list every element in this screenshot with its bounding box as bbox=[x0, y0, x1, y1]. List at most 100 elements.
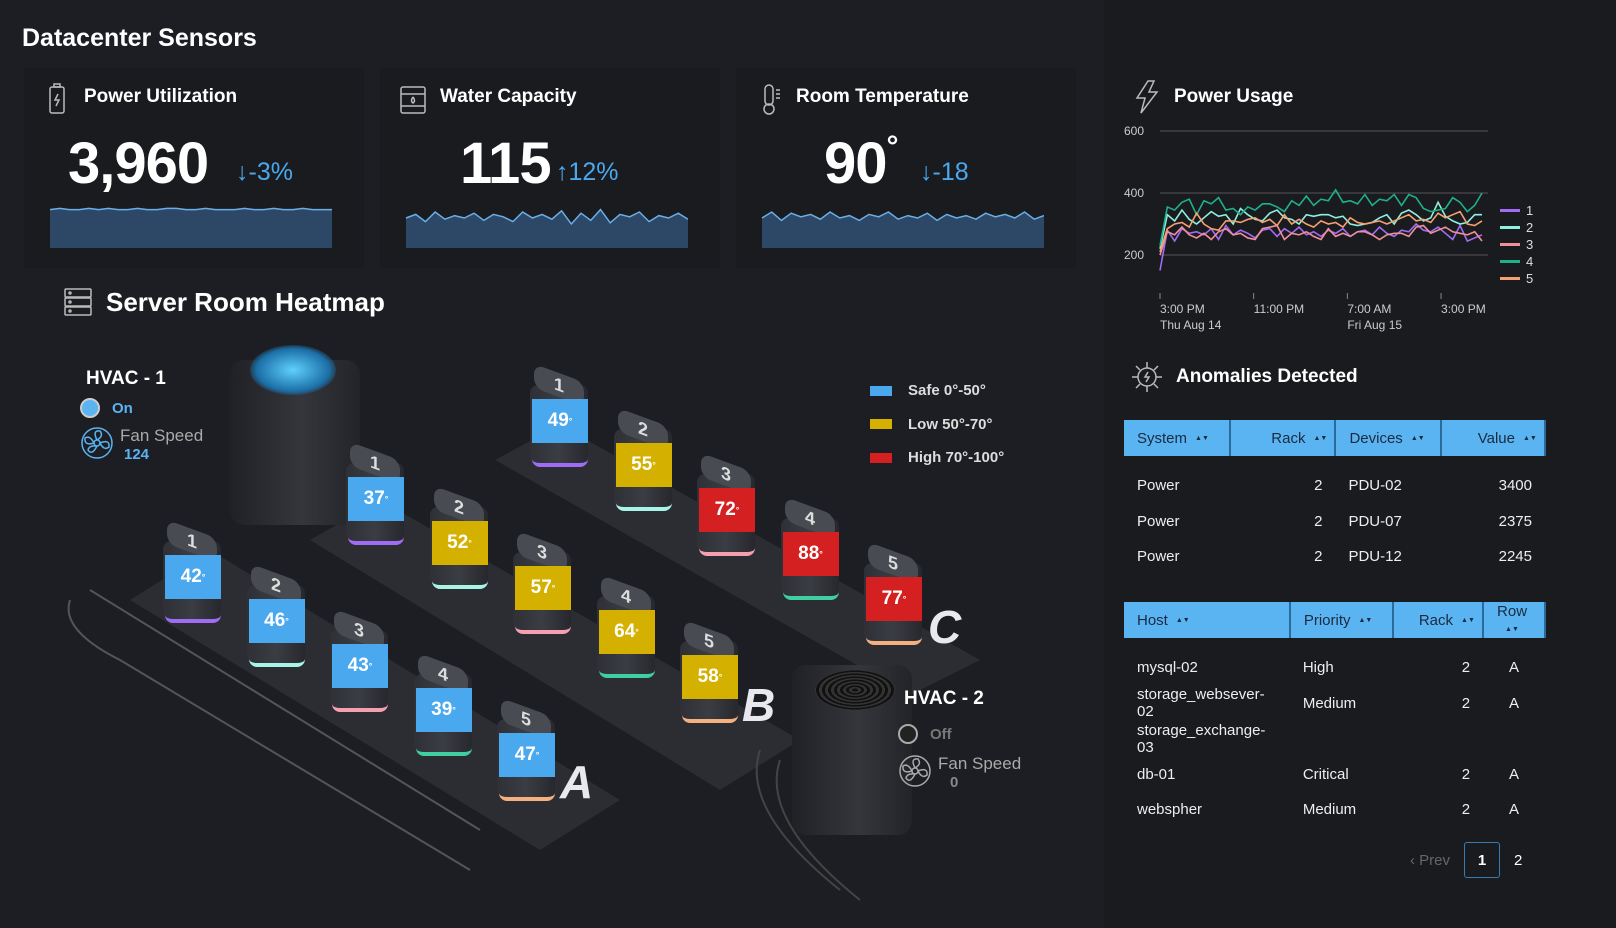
rack-glow bbox=[499, 793, 555, 801]
rack-C-5[interactable]: 5 77 ° bbox=[864, 541, 922, 646]
column-header-system[interactable]: System ▲▼ bbox=[1124, 420, 1231, 456]
sort-icon[interactable]: ▲▼ bbox=[1195, 435, 1209, 443]
rack-temp-label: 43 ° bbox=[332, 643, 388, 688]
x-tick-label: 11:00 PM bbox=[1254, 302, 1304, 316]
legend-item-1[interactable]: 1 bbox=[1500, 202, 1533, 219]
legend-item-2[interactable]: 2 bbox=[1500, 219, 1533, 236]
cell-host: storage_websever-02 bbox=[1137, 686, 1265, 721]
cell-host: webspher bbox=[1137, 801, 1203, 819]
temp-value: 42 bbox=[180, 566, 202, 587]
column-header-row[interactable]: Row ▲▼ bbox=[1483, 602, 1546, 638]
pagination: ‹ Prev 1 2 bbox=[1410, 842, 1522, 878]
table-row[interactable]: mysql-02 High 2 A bbox=[1124, 650, 1545, 686]
rack-A-3[interactable]: 3 43 ° bbox=[330, 608, 388, 713]
cell-host: db-01 bbox=[1137, 765, 1176, 783]
cell-value: 2245 bbox=[1498, 548, 1532, 566]
rack-A-1[interactable]: 1 42 ° bbox=[163, 519, 221, 624]
page-1-button[interactable]: 1 bbox=[1464, 842, 1501, 878]
cell-priority: Medium bbox=[1302, 694, 1357, 712]
cell-rack: 2 bbox=[1461, 659, 1471, 677]
kpi-card-0: Power Utilization 3,960 ↓-3% bbox=[24, 68, 364, 268]
legend-swatch bbox=[870, 385, 892, 396]
rack-C-4[interactable]: 4 88 ° bbox=[780, 497, 839, 601]
x-tick-sublabel: Fri Aug 15 bbox=[1347, 318, 1402, 332]
rack-C-2[interactable]: 2 55 ° bbox=[613, 408, 672, 512]
row-label-A: A bbox=[560, 756, 594, 808]
sparkline-line bbox=[405, 208, 688, 226]
rack-temp-label: 39 ° bbox=[415, 688, 472, 733]
rack-B-1[interactable]: 1 37 ° bbox=[346, 441, 404, 546]
sort-icon[interactable]: ▲▼ bbox=[1523, 435, 1537, 443]
cell-devices: PDU-12 bbox=[1348, 548, 1402, 566]
rack-A-4[interactable]: 4 39 ° bbox=[413, 653, 472, 757]
status-on-indicator[interactable] bbox=[80, 398, 100, 418]
y-tick-label: 400 bbox=[1124, 186, 1144, 200]
heatmap-title: Server Room Heatmap bbox=[106, 286, 385, 317]
header-label: Priority bbox=[1303, 611, 1351, 629]
rack-C-1[interactable]: 1 49 ° bbox=[530, 363, 588, 468]
sort-icon[interactable]: ▲▼ bbox=[1175, 617, 1190, 625]
prev-page-button[interactable]: ‹ Prev bbox=[1410, 851, 1451, 869]
legend-label: 1 bbox=[1526, 203, 1534, 218]
table-row[interactable]: webspher Medium 2 A bbox=[1124, 792, 1545, 828]
rack-A-5[interactable]: 5 47 ° bbox=[497, 697, 555, 802]
rack-B-3[interactable]: 3 57 ° bbox=[513, 530, 571, 635]
sort-icon[interactable]: ▲▼ bbox=[1313, 435, 1328, 443]
row-label-C: C bbox=[928, 601, 962, 653]
fan-icon bbox=[81, 427, 113, 459]
rack-glow bbox=[682, 715, 738, 723]
column-header-devices[interactable]: Devices ▲▼ bbox=[1335, 420, 1443, 456]
column-header-rack[interactable]: Rack ▲▼ bbox=[1393, 602, 1485, 638]
table-row[interactable]: Power 2 PDU-12 2245 bbox=[1124, 539, 1545, 575]
column-header-priority[interactable]: Priority ▲▼ bbox=[1289, 602, 1395, 638]
status-off-indicator[interactable] bbox=[898, 724, 918, 744]
legend-item-5[interactable]: 5 bbox=[1500, 270, 1533, 287]
delta-text: -3% bbox=[248, 158, 293, 186]
cell-priority: Medium bbox=[1302, 801, 1357, 819]
header-label: Host bbox=[1137, 611, 1168, 629]
column-header-host[interactable]: Host ▲▼ bbox=[1124, 602, 1291, 638]
rack-temp-label: 46 ° bbox=[248, 599, 305, 644]
column-header-value[interactable]: Value ▲▼ bbox=[1441, 420, 1546, 456]
temp-value: 52 bbox=[447, 532, 469, 554]
sparkline-area bbox=[762, 212, 1044, 248]
rack-C-3[interactable]: 3 72 ° bbox=[697, 452, 755, 557]
legend-item-3[interactable]: 3 bbox=[1500, 236, 1533, 253]
hvac-1-fan-speed: 124 bbox=[124, 446, 150, 463]
table-row[interactable]: storage_websever-02 Medium 2 A bbox=[1124, 686, 1545, 722]
cell-row: A bbox=[1509, 694, 1520, 712]
header-label: Rack bbox=[1418, 611, 1454, 629]
sort-icon[interactable]: ▲▼ bbox=[1410, 435, 1425, 443]
legend-swatch bbox=[1500, 243, 1520, 246]
hvac-1-fan-label: Fan Speed bbox=[120, 426, 204, 445]
series-line-2 bbox=[1159, 200, 1482, 249]
rack-glow bbox=[332, 704, 388, 712]
cell-system: Power bbox=[1137, 512, 1180, 530]
temp-value: 72 bbox=[714, 498, 736, 520]
table-row[interactable]: storage_exchange-03 bbox=[1124, 721, 1545, 757]
hvac-2-panel: HVAC - 2 Off Fan Speed 0 bbox=[898, 688, 1021, 791]
rack-B-5[interactable]: 5 58 ° bbox=[680, 619, 738, 724]
sort-icon[interactable]: ▲▼ bbox=[1505, 625, 1519, 633]
sort-icon[interactable]: ▲▼ bbox=[1461, 617, 1475, 625]
rack-B-4[interactable]: 4 64 ° bbox=[596, 575, 655, 679]
rack-A-2[interactable]: 2 46 ° bbox=[246, 564, 305, 668]
table-row[interactable]: Power 2 PDU-02 3400 bbox=[1124, 468, 1545, 504]
rack-glow bbox=[415, 748, 472, 757]
legend-item-4[interactable]: 4 bbox=[1500, 253, 1533, 270]
rack-glow bbox=[615, 503, 672, 512]
page-2-button[interactable]: 2 bbox=[1514, 851, 1523, 869]
sort-icon[interactable]: ▲▼ bbox=[1358, 617, 1373, 625]
heatmap-legend: Safe 0°-50° Low 50°-70° High 70°-100° bbox=[870, 374, 1004, 475]
hvac-2-fan-label: Fan Speed bbox=[938, 754, 1022, 773]
table-row[interactable]: Power 2 PDU-07 2375 bbox=[1124, 504, 1545, 540]
column-header-rack[interactable]: Rack ▲▼ bbox=[1229, 420, 1337, 456]
rack-B-2[interactable]: 2 52 ° bbox=[429, 486, 488, 590]
rack-temp-label: 37 ° bbox=[348, 477, 404, 521]
rack-temp-label: 77 ° bbox=[866, 576, 922, 621]
table-row[interactable]: db-01 Critical 2 A bbox=[1124, 757, 1545, 793]
right-panel: Power Usage 200 400 600 3:00 PM Thu Aug 14 11… bbox=[1104, 0, 1616, 928]
rack-temp-label: 88 ° bbox=[782, 532, 839, 577]
header-label: Devices bbox=[1349, 429, 1403, 447]
series-line-4 bbox=[1159, 188, 1483, 246]
